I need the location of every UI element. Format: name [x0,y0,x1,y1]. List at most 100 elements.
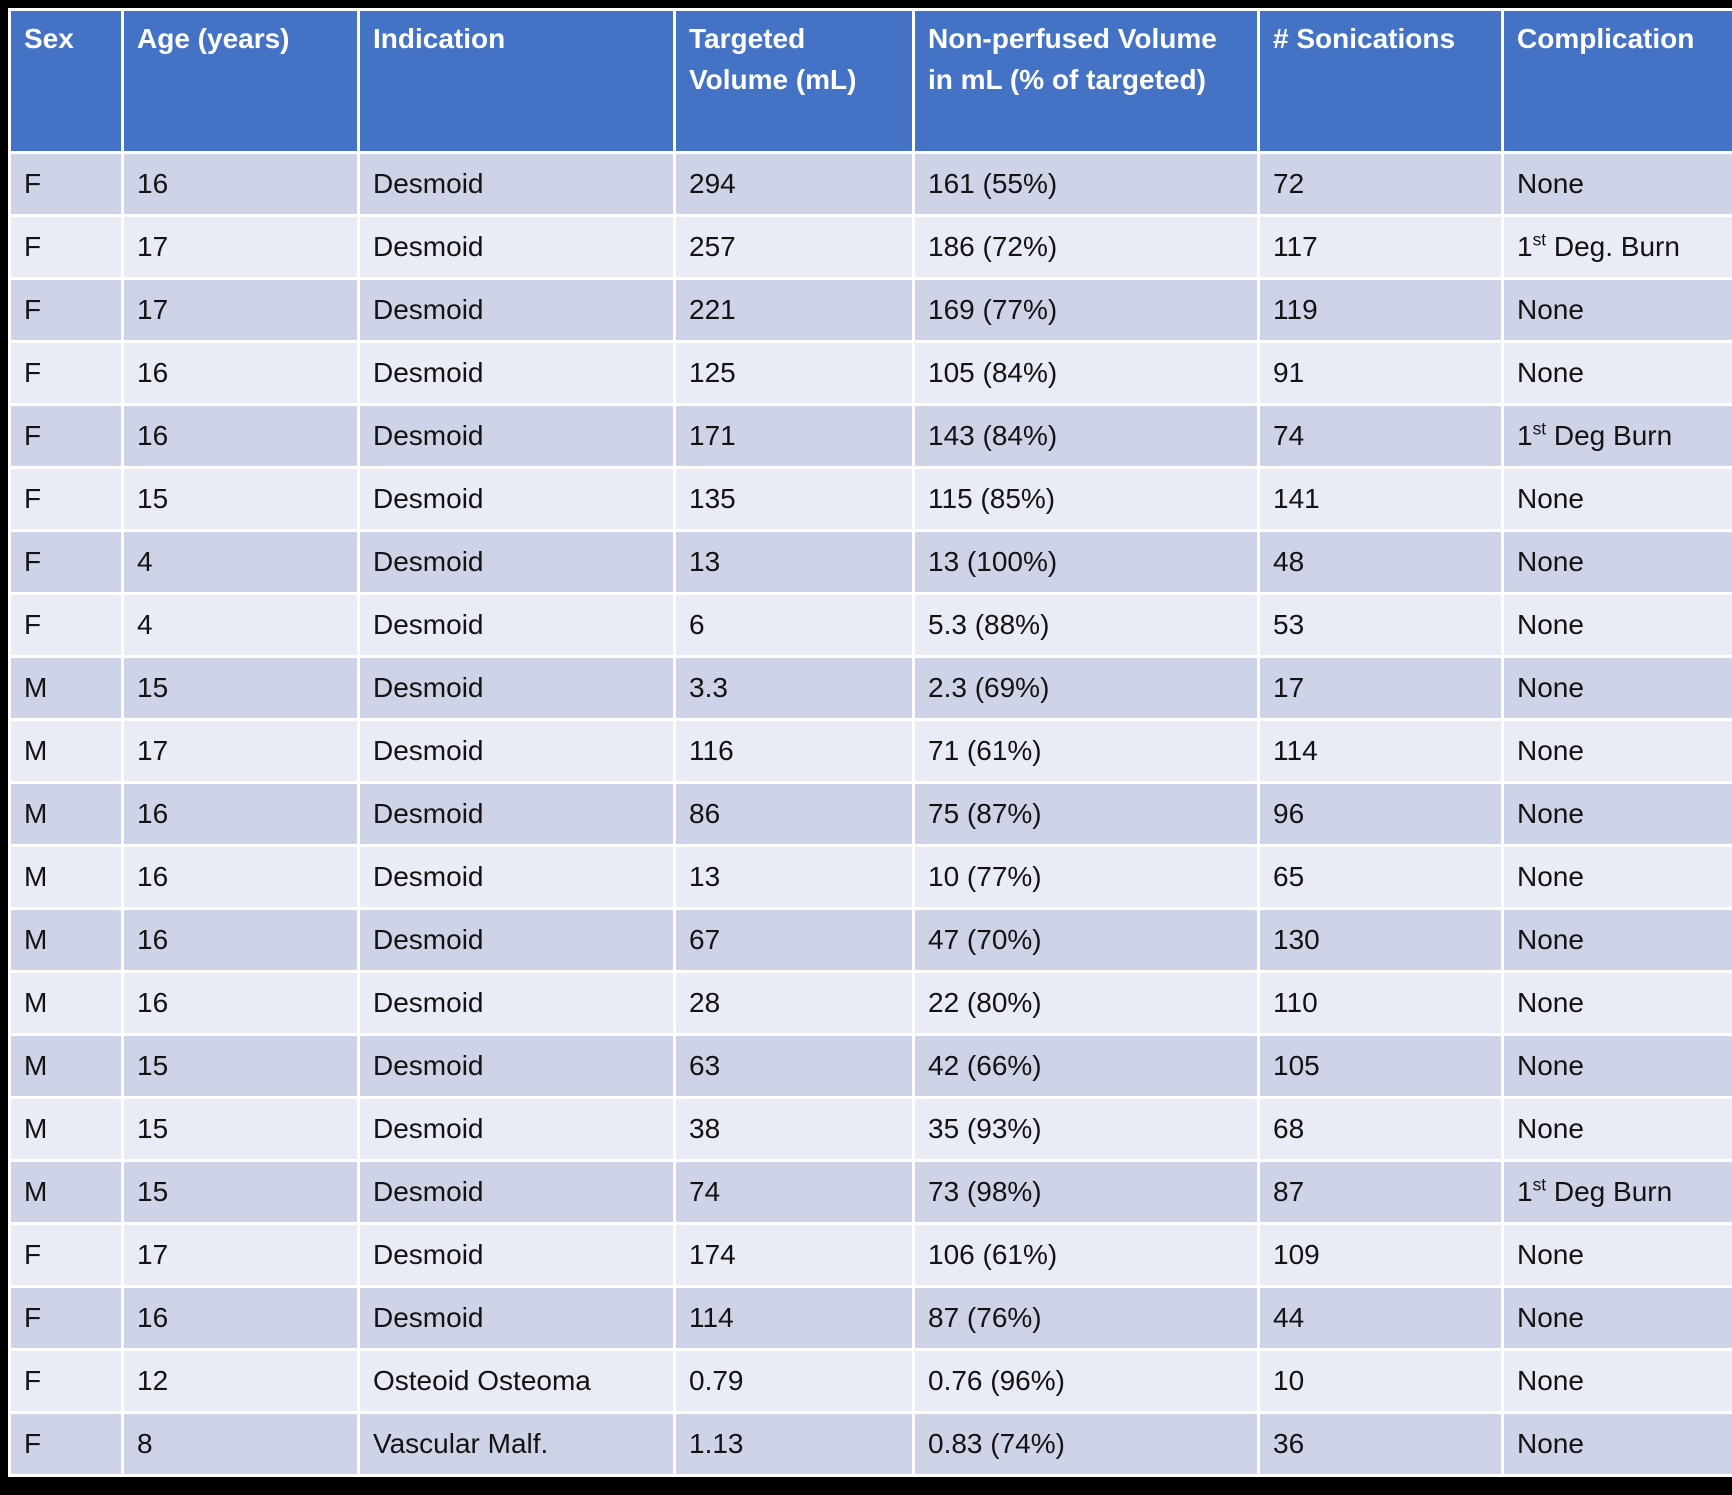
cell-non_perfused: 22 (80%) [915,973,1257,1033]
cell-non_perfused: 5.3 (88%) [915,595,1257,655]
cell-sex: M [11,1036,121,1096]
cell-sex: M [11,721,121,781]
cell-targeted_volume: 0.79 [676,1351,912,1411]
table-row: M 15 Desmoid 74 73 (98%) 87 1st Deg Burn [11,1162,1732,1222]
cell-sex: F [11,595,121,655]
patient-data-table: Sex Age (years) Indication Targeted Volume … [8,8,1732,1477]
cell-targeted_volume: 125 [676,343,912,403]
cell-non_perfused: 10 (77%) [915,847,1257,907]
cell-age: 17 [124,280,357,340]
cell-sonications: 44 [1260,1288,1501,1348]
cell-targeted_volume: 74 [676,1162,912,1222]
cell-non_perfused: 35 (93%) [915,1099,1257,1159]
cell-targeted_volume: 116 [676,721,912,781]
cell-indication: Desmoid [360,1225,673,1285]
cell-complication: None [1504,658,1732,718]
cell-age: 12 [124,1351,357,1411]
table-row: M 16 Desmoid 13 10 (77%) 65 None [11,847,1732,907]
cell-indication: Vascular Malf. [360,1414,673,1474]
column-header-sonications: # Sonications [1260,11,1501,151]
cell-sonications: 96 [1260,784,1501,844]
cell-age: 16 [124,910,357,970]
cell-age: 15 [124,658,357,718]
cell-indication: Desmoid [360,217,673,277]
cell-sex: M [11,847,121,907]
cell-indication: Osteoid Osteoma [360,1351,673,1411]
cell-sex: F [11,1225,121,1285]
cell-non_perfused: 75 (87%) [915,784,1257,844]
cell-targeted_volume: 63 [676,1036,912,1096]
cell-age: 16 [124,973,357,1033]
cell-sex: F [11,406,121,466]
cell-non_perfused: 42 (66%) [915,1036,1257,1096]
table-row: M 17 Desmoid 116 71 (61%) 114 None [11,721,1732,781]
cell-complication: None [1504,1288,1732,1348]
column-header-indication: Indication [360,11,673,151]
cell-targeted_volume: 257 [676,217,912,277]
cell-sonications: 141 [1260,469,1501,529]
table-row: M 16 Desmoid 86 75 (87%) 96 None [11,784,1732,844]
cell-targeted_volume: 3.3 [676,658,912,718]
cell-age: 15 [124,1099,357,1159]
cell-indication: Desmoid [360,343,673,403]
cell-sex: F [11,280,121,340]
table-row: F 16 Desmoid 171 143 (84%) 74 1st Deg Burn [11,406,1732,466]
cell-sex: M [11,784,121,844]
cell-sonications: 10 [1260,1351,1501,1411]
cell-non_perfused: 87 (76%) [915,1288,1257,1348]
table-row: M 15 Desmoid 38 35 (93%) 68 None [11,1099,1732,1159]
cell-indication: Desmoid [360,469,673,529]
column-header-targeted_volume: Targeted Volume (mL) [676,11,912,151]
table-header: Sex Age (years) Indication Targeted Volume … [11,11,1732,151]
cell-complication: None [1504,973,1732,1033]
cell-indication: Desmoid [360,1162,673,1222]
cell-non_perfused: 13 (100%) [915,532,1257,592]
cell-sonications: 17 [1260,658,1501,718]
cell-age: 15 [124,1162,357,1222]
cell-sonications: 119 [1260,280,1501,340]
table-row: F 17 Desmoid 221 169 (77%) 119 None [11,280,1732,340]
cell-sex: F [11,532,121,592]
cell-non_perfused: 161 (55%) [915,154,1257,214]
table-row: F 12 Osteoid Osteoma 0.79 0.76 (96%) 10 None [11,1351,1732,1411]
cell-sex: M [11,910,121,970]
cell-sonications: 117 [1260,217,1501,277]
cell-non_perfused: 106 (61%) [915,1225,1257,1285]
table-row: F 17 Desmoid 257 186 (72%) 117 1st Deg. Burn [11,217,1732,277]
cell-sonications: 48 [1260,532,1501,592]
cell-targeted_volume: 1.13 [676,1414,912,1474]
cell-age: 15 [124,469,357,529]
cell-non_perfused: 47 (70%) [915,910,1257,970]
cell-non_perfused: 115 (85%) [915,469,1257,529]
cell-complication: None [1504,469,1732,529]
cell-age: 16 [124,847,357,907]
cell-sonications: 105 [1260,1036,1501,1096]
cell-non_perfused: 169 (77%) [915,280,1257,340]
cell-non_perfused: 143 (84%) [915,406,1257,466]
table-body: F 16 Desmoid 294 161 (55%) 72 None F 17 Desmoid 25… [11,154,1732,1474]
table-row: M 16 Desmoid 28 22 (80%) 110 None [11,973,1732,1033]
cell-sonications: 72 [1260,154,1501,214]
cell-targeted_volume: 28 [676,973,912,1033]
cell-age: 17 [124,1225,357,1285]
cell-complication: None [1504,910,1732,970]
cell-targeted_volume: 67 [676,910,912,970]
cell-indication: Desmoid [360,910,673,970]
cell-age: 17 [124,721,357,781]
cell-non_perfused: 2.3 (69%) [915,658,1257,718]
cell-sonications: 114 [1260,721,1501,781]
cell-sex: M [11,973,121,1033]
cell-indication: Desmoid [360,1099,673,1159]
cell-complication: None [1504,343,1732,403]
cell-targeted_volume: 135 [676,469,912,529]
cell-sonications: 36 [1260,1414,1501,1474]
cell-targeted_volume: 6 [676,595,912,655]
cell-non_perfused: 71 (61%) [915,721,1257,781]
cell-non_perfused: 0.83 (74%) [915,1414,1257,1474]
cell-complication: None [1504,1351,1732,1411]
cell-sex: M [11,1162,121,1222]
cell-targeted_volume: 86 [676,784,912,844]
cell-age: 16 [124,154,357,214]
cell-indication: Desmoid [360,1288,673,1348]
